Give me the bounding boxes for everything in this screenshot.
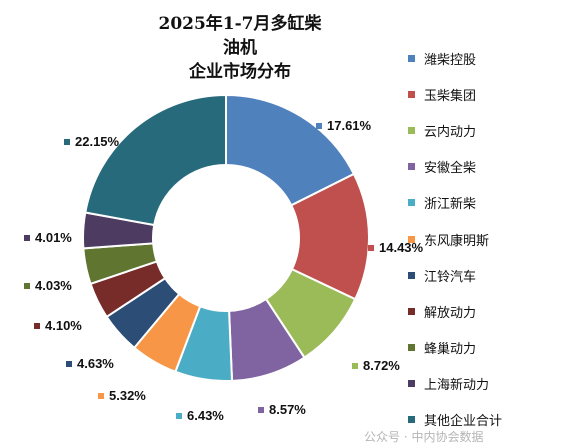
legend-swatch xyxy=(408,199,415,207)
data-label-marker xyxy=(352,363,358,369)
legend-label: 浙江新柴 xyxy=(424,197,477,213)
data-label-9: 4.03% xyxy=(24,278,72,293)
data-label-text: 4.03% xyxy=(35,278,72,293)
data-label-7: 4.63% xyxy=(66,356,114,371)
legend-label: 解放动力 xyxy=(424,305,477,321)
legend-swatch xyxy=(408,126,415,134)
legend-item-8: 解放动力 xyxy=(408,293,558,329)
legend-label: 安徽全柴 xyxy=(424,161,477,177)
data-label-text: 8.57% xyxy=(269,402,306,417)
data-label-11: 22.15% xyxy=(64,134,120,149)
legend-item-6: 东风康明斯 xyxy=(408,221,558,257)
data-label-text: 5.32% xyxy=(109,388,146,403)
data-label-text: 4.10% xyxy=(45,318,82,333)
data-label-marker xyxy=(24,283,30,289)
chart-title: 2025年1-7月多缸柴油机 企业市场分布 xyxy=(150,12,330,84)
legend-label: 蜂巢动力 xyxy=(424,342,477,358)
legend-item-11: 其他企业合计 xyxy=(408,402,558,438)
data-label-1: 17.61% xyxy=(316,118,372,133)
legend-item-1: 潍柴控股 xyxy=(408,40,558,76)
chart-title-line-2: 企业市场分布 xyxy=(189,62,291,82)
data-label-4: 8.57% xyxy=(258,402,306,417)
data-label-marker xyxy=(98,393,104,399)
legend-label: 其他企业合计 xyxy=(424,414,503,430)
legend-swatch xyxy=(408,307,415,315)
data-label-10: 4.01% xyxy=(24,230,72,245)
data-label-text: 17.61% xyxy=(327,118,372,133)
data-label-marker xyxy=(34,323,40,329)
legend-swatch xyxy=(408,90,415,98)
data-label-marker xyxy=(24,235,30,241)
legend-swatch xyxy=(408,416,415,424)
data-label-6: 5.32% xyxy=(98,388,146,403)
legend-swatch xyxy=(408,163,415,171)
legend-item-7: 江铃汽车 xyxy=(408,257,558,293)
data-label-marker xyxy=(316,123,322,129)
data-label-text: 14.43% xyxy=(379,240,424,255)
legend-item-4: 安徽全柴 xyxy=(408,149,558,185)
legend-swatch xyxy=(408,235,415,243)
data-label-marker xyxy=(368,245,374,251)
data-label-text: 6.43% xyxy=(187,408,224,423)
data-label-text: 22.15% xyxy=(75,134,120,149)
data-label-marker xyxy=(64,139,70,145)
data-label-text: 4.63% xyxy=(77,356,114,371)
data-label-text: 8.72% xyxy=(363,358,400,373)
legend-label: 云内动力 xyxy=(424,124,477,140)
legend-swatch xyxy=(408,271,415,279)
legend-item-9: 蜂巢动力 xyxy=(408,330,558,366)
data-label-marker xyxy=(66,361,72,367)
legend-item-3: 云内动力 xyxy=(408,112,558,148)
legend-label: 江铃汽车 xyxy=(424,269,477,285)
watermark-text: 公众号 · 中内协会数据 xyxy=(364,430,484,444)
legend-item-2: 玉柴集团 xyxy=(408,76,558,112)
legend-label: 上海新动力 xyxy=(424,378,490,394)
legend-item-10: 上海新动力 xyxy=(408,366,558,402)
donut-slice-11 xyxy=(84,93,227,227)
data-label-5: 6.43% xyxy=(176,408,224,423)
data-label-8: 4.10% xyxy=(34,318,82,333)
legend-label: 东风康明斯 xyxy=(424,233,490,249)
chart-title-line-1: 2025年1-7月多缸柴油机 xyxy=(158,14,322,58)
legend-label: 潍柴控股 xyxy=(424,52,477,68)
legend-item-5: 浙江新柴 xyxy=(408,185,558,221)
chart-legend: 潍柴控股玉柴集团云内动力安徽全柴浙江新柴东风康明斯江铃汽车解放动力蜂巢动力上海新… xyxy=(408,40,558,438)
data-label-marker xyxy=(258,407,264,413)
legend-swatch xyxy=(408,54,415,62)
data-label-marker xyxy=(176,413,182,419)
legend-swatch xyxy=(408,344,415,352)
legend-label: 玉柴集团 xyxy=(424,88,477,104)
data-label-2: 14.43% xyxy=(368,240,424,255)
data-label-text: 4.01% xyxy=(35,230,72,245)
legend-swatch xyxy=(408,380,415,388)
data-label-3: 8.72% xyxy=(352,358,400,373)
